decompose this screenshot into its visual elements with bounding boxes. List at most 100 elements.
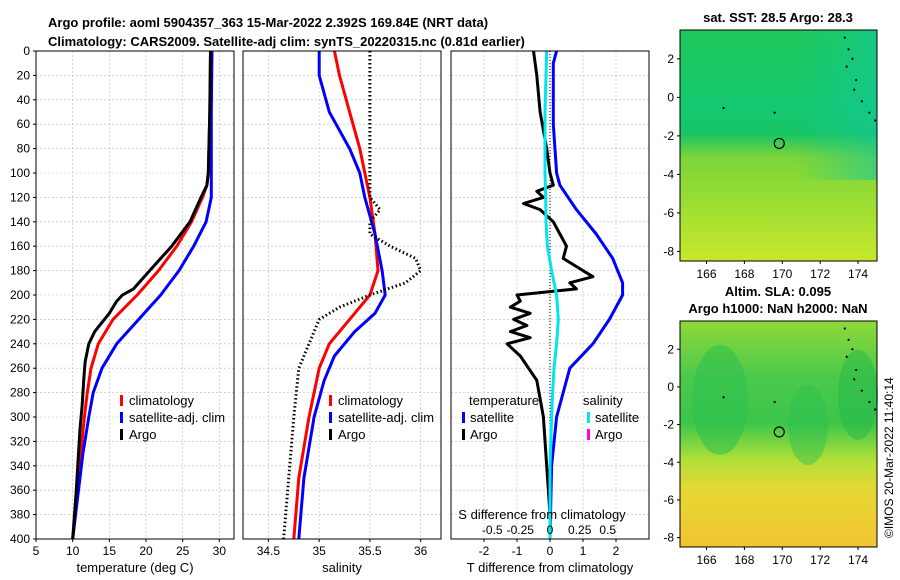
salinity-legend: climatology satellite-adj. clim Argo: [329, 393, 434, 442]
y-tick-label: 340: [10, 459, 30, 473]
island-marker: [843, 327, 846, 330]
map-y-tick-label: 2: [667, 52, 674, 66]
series-line-climatology: [292, 51, 380, 539]
map-y-tick-label: -4: [663, 167, 674, 181]
island-marker: [853, 378, 856, 381]
sla-map-title-1: Altim. SLA: 0.095: [725, 284, 831, 299]
series-line-salinity-satellite: [543, 51, 560, 539]
series-line-temperature-argo: [505, 51, 595, 539]
y-tick-label: 180: [10, 264, 30, 278]
x-tick-label: 34.5: [257, 544, 281, 558]
argo-position-marker: [773, 426, 785, 438]
map-x-tick-label: 166: [697, 267, 717, 281]
top-tick-label: -0.25: [507, 523, 535, 537]
x-tick-label: 36: [414, 544, 428, 558]
copyright-text: ©IMOS 20-Mar-2022 11:40:14: [882, 377, 896, 538]
island-marker: [773, 111, 776, 114]
legend-title-temperature: temperature: [469, 393, 539, 408]
legend-swatch-argo: [329, 429, 332, 440]
y-tick-label: 380: [10, 508, 30, 522]
y-tick-label: 140: [10, 215, 30, 229]
x-tick-label: 15: [103, 544, 117, 558]
map-y-tick-label: -2: [663, 418, 674, 432]
map-y-tick-label: -8: [663, 531, 674, 545]
top-tick-label: -0.5: [482, 523, 503, 537]
map-y-tick-label: 0: [667, 380, 674, 394]
x-tick-label: 30: [213, 544, 227, 558]
sst-map: 166 168 170 172 174 -8 -6 -4 -2 0 2: [663, 29, 878, 281]
island-marker: [847, 48, 850, 51]
island-marker: [874, 408, 877, 411]
island-marker: [855, 78, 858, 82]
y-tick-label: 120: [10, 190, 30, 204]
x-tick-label: 10: [66, 544, 80, 558]
legend-swatch-satellite: [329, 412, 332, 423]
sst-map-title: sat. SST: 28.5 Argo: 28.3: [703, 10, 853, 25]
x-tick-label: 35.5: [358, 544, 382, 558]
title-line-2: Climatology: CARS2009. Satellite-adj cli…: [48, 34, 525, 49]
y-tick-label: 400: [10, 532, 30, 546]
series-line-temperature-satellite: [548, 51, 625, 539]
map-frame: [679, 29, 878, 262]
series-line-satellite-adj-clim: [297, 51, 387, 539]
argo-position-marker: [773, 137, 785, 150]
y-tick-label: 60: [17, 117, 31, 131]
y-tick-label: 200: [10, 288, 30, 302]
island-marker: [845, 65, 848, 68]
y-tick-label: 40: [17, 93, 31, 107]
legend-label-climatology: climatology: [338, 393, 404, 408]
x-tick-label: 0: [547, 544, 554, 558]
map-x-tick-label: 172: [810, 267, 830, 281]
legend-swatch-t-argo: [462, 429, 465, 440]
top-tick-label: 0: [547, 523, 554, 537]
map-y-tick-label: 0: [667, 90, 674, 104]
sla-map-title-2: Argo h1000: NaN h2000: NaN: [688, 301, 867, 316]
island-marker: [845, 355, 848, 358]
temperature-panel: 0 20 40 60 80 100 120 140 160 180 200 220 240 260 280 3…: [10, 44, 235, 575]
x-tick-label: 35: [312, 544, 326, 558]
map-y-tick-label: -6: [663, 206, 674, 220]
island-marker: [855, 368, 858, 372]
legend-label-climatology: climatology: [129, 393, 195, 408]
island-marker: [860, 389, 863, 392]
map-y-tick-label: -2: [663, 129, 674, 143]
legend-swatch-t-satellite: [462, 412, 465, 423]
top-axis-label: S difference from climatology: [458, 507, 626, 522]
map-frame: [679, 320, 878, 548]
island-marker: [868, 400, 871, 404]
series-group: [282, 51, 423, 539]
legend-swatch-argo: [120, 429, 123, 440]
y-tick-label: 20: [17, 68, 31, 82]
map-x-tick-label: 170: [772, 553, 792, 567]
top-tick-label: 0.25: [568, 523, 592, 537]
y-tick-label: 300: [10, 410, 30, 424]
x-axis-label: temperature (deg C): [76, 560, 193, 575]
sla-low-patch: [692, 345, 748, 455]
map-x-tick-label: 168: [734, 553, 754, 567]
legend-label-t-argo: Argo: [470, 427, 497, 442]
x-axis-label: salinity: [322, 560, 362, 575]
map-x-tick-label: 168: [734, 267, 754, 281]
y-tick-label: 280: [10, 386, 30, 400]
series-group: [505, 51, 625, 539]
series-line-argo: [71, 51, 212, 539]
map-y-tick-label: 2: [667, 342, 674, 356]
salinity-panel: 34.5 35 35.5 36 salinity: [242, 50, 442, 575]
map-y-tick-label: -4: [663, 455, 674, 469]
y-tick-label: 100: [10, 166, 30, 180]
map-x-tick-label: 166: [697, 553, 717, 567]
x-tick-label: 5: [33, 544, 40, 558]
x-tick-label: 25: [176, 544, 190, 558]
top-tick-label: 0.5: [599, 523, 616, 537]
title-line-1: Argo profile: aoml 5904357_363 15-Mar-20…: [48, 15, 488, 30]
plot-frame: [35, 50, 235, 540]
map-x-tick-label: 170: [772, 267, 792, 281]
island-marker: [722, 106, 725, 110]
y-tick-label: 240: [10, 337, 30, 351]
island-marker: [860, 100, 863, 103]
legend-swatch-s-argo: [587, 429, 590, 440]
y-tick-label: 320: [10, 434, 30, 448]
sla-map: 166 168 170 172 174 -8 -6 -4 -2 0 2: [663, 320, 878, 567]
legend-label-satellite: satellite-adj. clim: [129, 410, 225, 425]
